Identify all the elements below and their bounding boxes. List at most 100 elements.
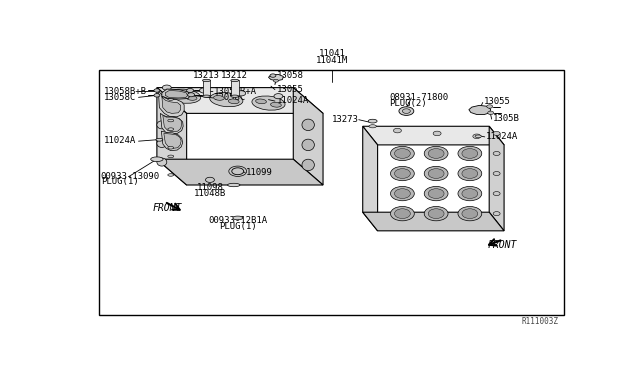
Text: 13058C: 13058C — [214, 93, 246, 102]
Ellipse shape — [458, 166, 482, 181]
Ellipse shape — [168, 147, 173, 149]
Text: PLUG(2): PLUG(2) — [390, 99, 427, 108]
Text: 13055: 13055 — [484, 97, 511, 106]
Circle shape — [493, 192, 500, 196]
Circle shape — [433, 131, 441, 136]
Polygon shape — [162, 89, 190, 99]
Polygon shape — [157, 87, 323, 113]
Polygon shape — [161, 131, 182, 151]
Polygon shape — [164, 134, 181, 148]
Ellipse shape — [172, 92, 182, 97]
Ellipse shape — [228, 183, 240, 187]
Ellipse shape — [458, 146, 482, 161]
Circle shape — [486, 105, 493, 108]
Ellipse shape — [428, 169, 444, 179]
Text: 13058C: 13058C — [104, 93, 136, 102]
Circle shape — [232, 168, 244, 175]
Ellipse shape — [394, 169, 410, 179]
Polygon shape — [161, 113, 183, 134]
Text: 11041M: 11041M — [316, 56, 348, 65]
Bar — [99, 70, 564, 315]
Ellipse shape — [462, 209, 478, 218]
Ellipse shape — [368, 119, 377, 123]
Polygon shape — [489, 126, 504, 231]
Text: 13055: 13055 — [277, 84, 304, 93]
Polygon shape — [293, 87, 323, 185]
Text: 11024A: 11024A — [277, 96, 309, 105]
Text: R111003Z: R111003Z — [522, 317, 559, 326]
Ellipse shape — [168, 128, 173, 131]
Text: 11024A: 11024A — [104, 136, 136, 145]
Ellipse shape — [302, 139, 314, 151]
Text: 13058B+B: 13058B+B — [104, 87, 147, 96]
Circle shape — [473, 134, 481, 139]
Ellipse shape — [462, 189, 478, 198]
Polygon shape — [469, 105, 491, 115]
Ellipse shape — [157, 158, 167, 166]
Ellipse shape — [462, 149, 478, 158]
Ellipse shape — [157, 121, 167, 129]
Text: 13058: 13058 — [277, 71, 304, 80]
Ellipse shape — [424, 186, 448, 201]
Ellipse shape — [168, 119, 173, 122]
Circle shape — [187, 89, 193, 93]
Polygon shape — [269, 74, 284, 81]
Circle shape — [399, 107, 414, 115]
Ellipse shape — [462, 169, 478, 179]
Text: PLUG(1): PLUG(1) — [219, 222, 257, 231]
Text: 11041: 11041 — [319, 48, 346, 58]
Ellipse shape — [271, 102, 282, 107]
Ellipse shape — [369, 125, 376, 128]
Ellipse shape — [428, 209, 444, 218]
Ellipse shape — [228, 99, 239, 104]
Ellipse shape — [394, 149, 410, 158]
Circle shape — [270, 74, 276, 77]
Ellipse shape — [458, 186, 482, 201]
Ellipse shape — [168, 98, 173, 100]
Ellipse shape — [390, 206, 414, 221]
Text: 1305B: 1305B — [493, 114, 520, 123]
Circle shape — [493, 131, 500, 135]
Ellipse shape — [428, 189, 444, 198]
Ellipse shape — [302, 159, 314, 171]
Ellipse shape — [428, 149, 444, 158]
Ellipse shape — [458, 206, 482, 221]
Text: FRONT: FRONT — [488, 240, 517, 250]
Ellipse shape — [424, 146, 448, 161]
Polygon shape — [157, 87, 187, 185]
Circle shape — [154, 89, 160, 92]
Ellipse shape — [424, 206, 448, 221]
Ellipse shape — [156, 138, 163, 141]
Circle shape — [394, 128, 401, 133]
Circle shape — [237, 91, 246, 96]
Ellipse shape — [252, 96, 285, 110]
Text: 13213: 13213 — [193, 71, 220, 80]
Ellipse shape — [390, 186, 414, 201]
Polygon shape — [165, 90, 188, 98]
Text: 11099: 11099 — [246, 168, 273, 177]
Text: PLUG(1): PLUG(1) — [101, 177, 138, 186]
Circle shape — [163, 85, 172, 90]
Text: 00933-13090: 00933-13090 — [101, 171, 160, 181]
Bar — [231, 80, 239, 96]
Bar — [202, 80, 211, 96]
Text: 11048B: 11048B — [194, 189, 226, 198]
Circle shape — [493, 171, 500, 176]
Ellipse shape — [157, 140, 167, 147]
Ellipse shape — [394, 209, 410, 218]
Ellipse shape — [202, 79, 211, 81]
Ellipse shape — [390, 146, 414, 161]
Ellipse shape — [390, 166, 414, 181]
Ellipse shape — [424, 166, 448, 181]
Circle shape — [488, 111, 493, 115]
Polygon shape — [363, 212, 504, 231]
Text: 13212: 13212 — [221, 71, 248, 80]
Circle shape — [154, 94, 160, 97]
Ellipse shape — [394, 189, 410, 198]
Ellipse shape — [202, 95, 211, 97]
Ellipse shape — [168, 155, 173, 158]
Ellipse shape — [231, 79, 239, 81]
Ellipse shape — [233, 216, 243, 220]
Text: 13273: 13273 — [332, 115, 359, 124]
Polygon shape — [157, 159, 323, 185]
